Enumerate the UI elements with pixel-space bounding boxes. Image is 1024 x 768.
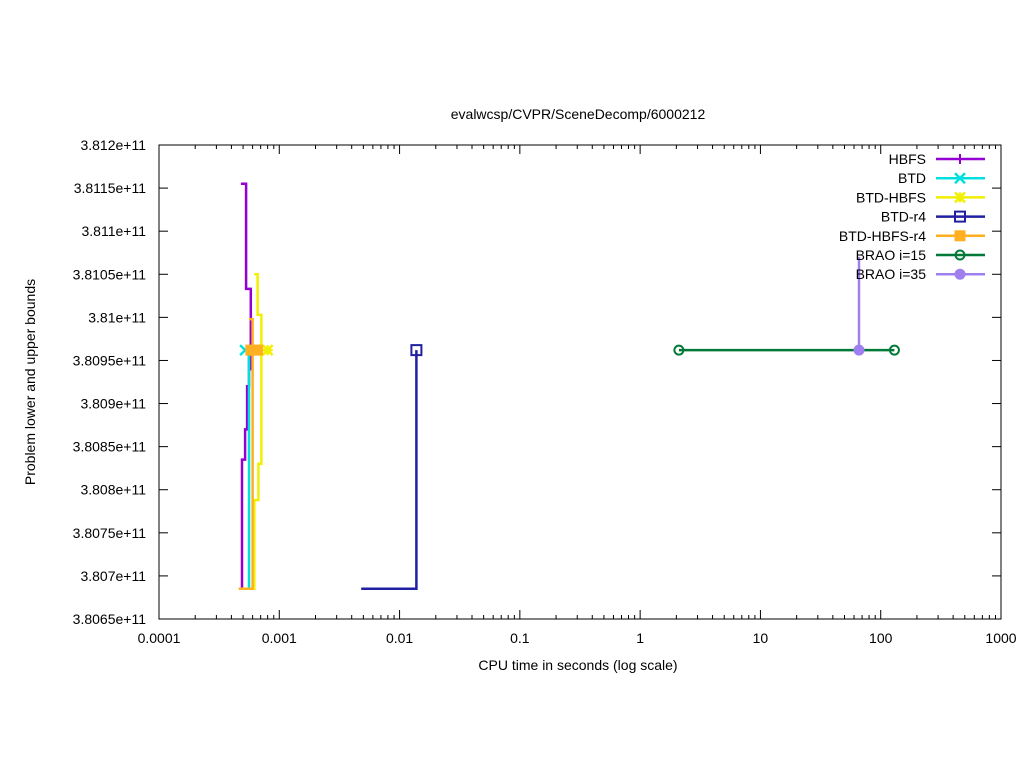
plot-area xyxy=(238,182,900,591)
legend-label: BTD xyxy=(898,170,926,186)
x-axis-label: CPU time in seconds (log scale) xyxy=(478,657,677,673)
legend-item: BTD-HBFS xyxy=(856,189,985,205)
y-tick-label: 3.807e+11 xyxy=(80,568,146,584)
legend-marker xyxy=(954,230,966,242)
data-point xyxy=(673,344,685,356)
axes: 0.0001 0.001 0.01 0.1 1 10 100 1000 3.8065e+11 3.… xyxy=(73,137,1017,646)
plot-frame xyxy=(158,144,1002,620)
legend-label: BRAO i=15 xyxy=(856,247,927,263)
legend-item: BTD-r4 xyxy=(881,209,985,225)
x-tick-label: 1000 xyxy=(985,630,1016,646)
series-line-lower xyxy=(248,350,263,591)
y-tick-label: 3.81e+11 xyxy=(88,309,146,325)
series-line-upper xyxy=(240,182,253,371)
legend-marker xyxy=(955,154,965,164)
y-tick-label: 3.8115e+11 xyxy=(74,180,146,196)
y-tick-label: 3.8065e+11 xyxy=(73,611,147,627)
legend-label: BTD-HBFS-r4 xyxy=(839,228,926,244)
data-point xyxy=(252,344,264,356)
x-tick-label: 0.001 xyxy=(262,630,297,646)
series-line-upper xyxy=(254,273,268,352)
legend-marker xyxy=(954,210,966,223)
legend-marker xyxy=(954,172,966,185)
chart-title: evalwcsp/CVPR/SceneDecomp/6000212 xyxy=(451,106,706,122)
series-line-lower xyxy=(238,350,254,591)
series-6 xyxy=(853,257,865,356)
x-tick-label: 100 xyxy=(869,630,893,646)
y-axis-label: Problem lower and upper bounds xyxy=(22,279,38,485)
y-tick-label: 3.8085e+11 xyxy=(73,439,147,455)
x-tick-label: 0.1 xyxy=(510,630,530,646)
data-point xyxy=(853,344,865,356)
legend-label: BRAO i=35 xyxy=(856,266,927,282)
series-3 xyxy=(361,344,423,591)
y-tick-label: 3.8105e+11 xyxy=(73,266,147,282)
y-tick-label: 3.809e+11 xyxy=(80,396,146,412)
y-tick-label: 3.811e+11 xyxy=(82,223,147,239)
legend: HBFS BTD BTD-HBFS BTD-r4 BTD-HBFS-r4 BRAO i=1… xyxy=(839,151,985,282)
series-5 xyxy=(673,344,900,356)
y-tick-label: 3.812e+11 xyxy=(80,137,146,153)
series-line-lower xyxy=(361,350,418,591)
data-point xyxy=(410,344,423,357)
legend-item: BRAO i=35 xyxy=(856,266,985,282)
legend-marker xyxy=(954,249,966,261)
legend-label: BTD-r4 xyxy=(881,209,926,225)
legend-marker xyxy=(954,191,966,204)
y-tick-label: 3.8075e+11 xyxy=(73,525,147,541)
legend-label: BTD-HBFS xyxy=(856,189,926,205)
x-tick-label: 0.0001 xyxy=(138,630,181,646)
y-tick-label: 3.8095e+11 xyxy=(73,352,147,368)
x-tick-label: 0.01 xyxy=(386,630,413,646)
series-0 xyxy=(239,182,253,591)
data-point xyxy=(888,344,900,356)
legend-item: HBFS xyxy=(889,151,985,167)
series-4 xyxy=(238,317,264,591)
legend-marker xyxy=(954,268,966,280)
legend-item: BTD xyxy=(898,170,985,186)
y-tick-label: 3.808e+11 xyxy=(80,482,146,498)
data-point xyxy=(261,344,274,356)
x-tick-label: 1 xyxy=(636,630,644,646)
legend-label: HBFS xyxy=(889,151,926,167)
x-tick-label: 10 xyxy=(753,630,769,646)
legend-item: BTD-HBFS-r4 xyxy=(839,228,985,244)
legend-item: BRAO i=15 xyxy=(856,247,985,263)
